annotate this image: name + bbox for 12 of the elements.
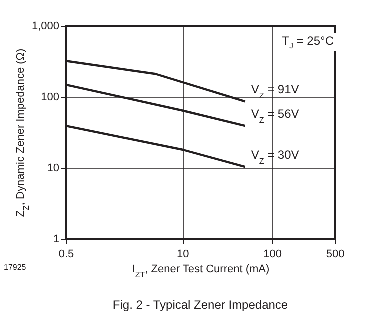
- text: 17925: [4, 263, 26, 272]
- x-tick-label: 500: [326, 248, 345, 260]
- x-tick-label: 10: [177, 248, 190, 260]
- x-tick-label: 100: [264, 248, 282, 260]
- y-tick-label: 100: [41, 92, 60, 104]
- x-axis-title: I$_{ZT}$, Zener Test Current (mA): [132, 264, 270, 279]
- x-tick-label: 0.5: [58, 248, 74, 260]
- y-tick-label: 1,000: [32, 20, 60, 32]
- text: Fig. 2 - Typical Zener Impedance: [112, 298, 288, 312]
- y-tick-label: 1: [53, 234, 60, 246]
- annotation: T$_{J}$ = 25°C: [279, 33, 337, 52]
- y-tick-label: 10: [47, 162, 60, 174]
